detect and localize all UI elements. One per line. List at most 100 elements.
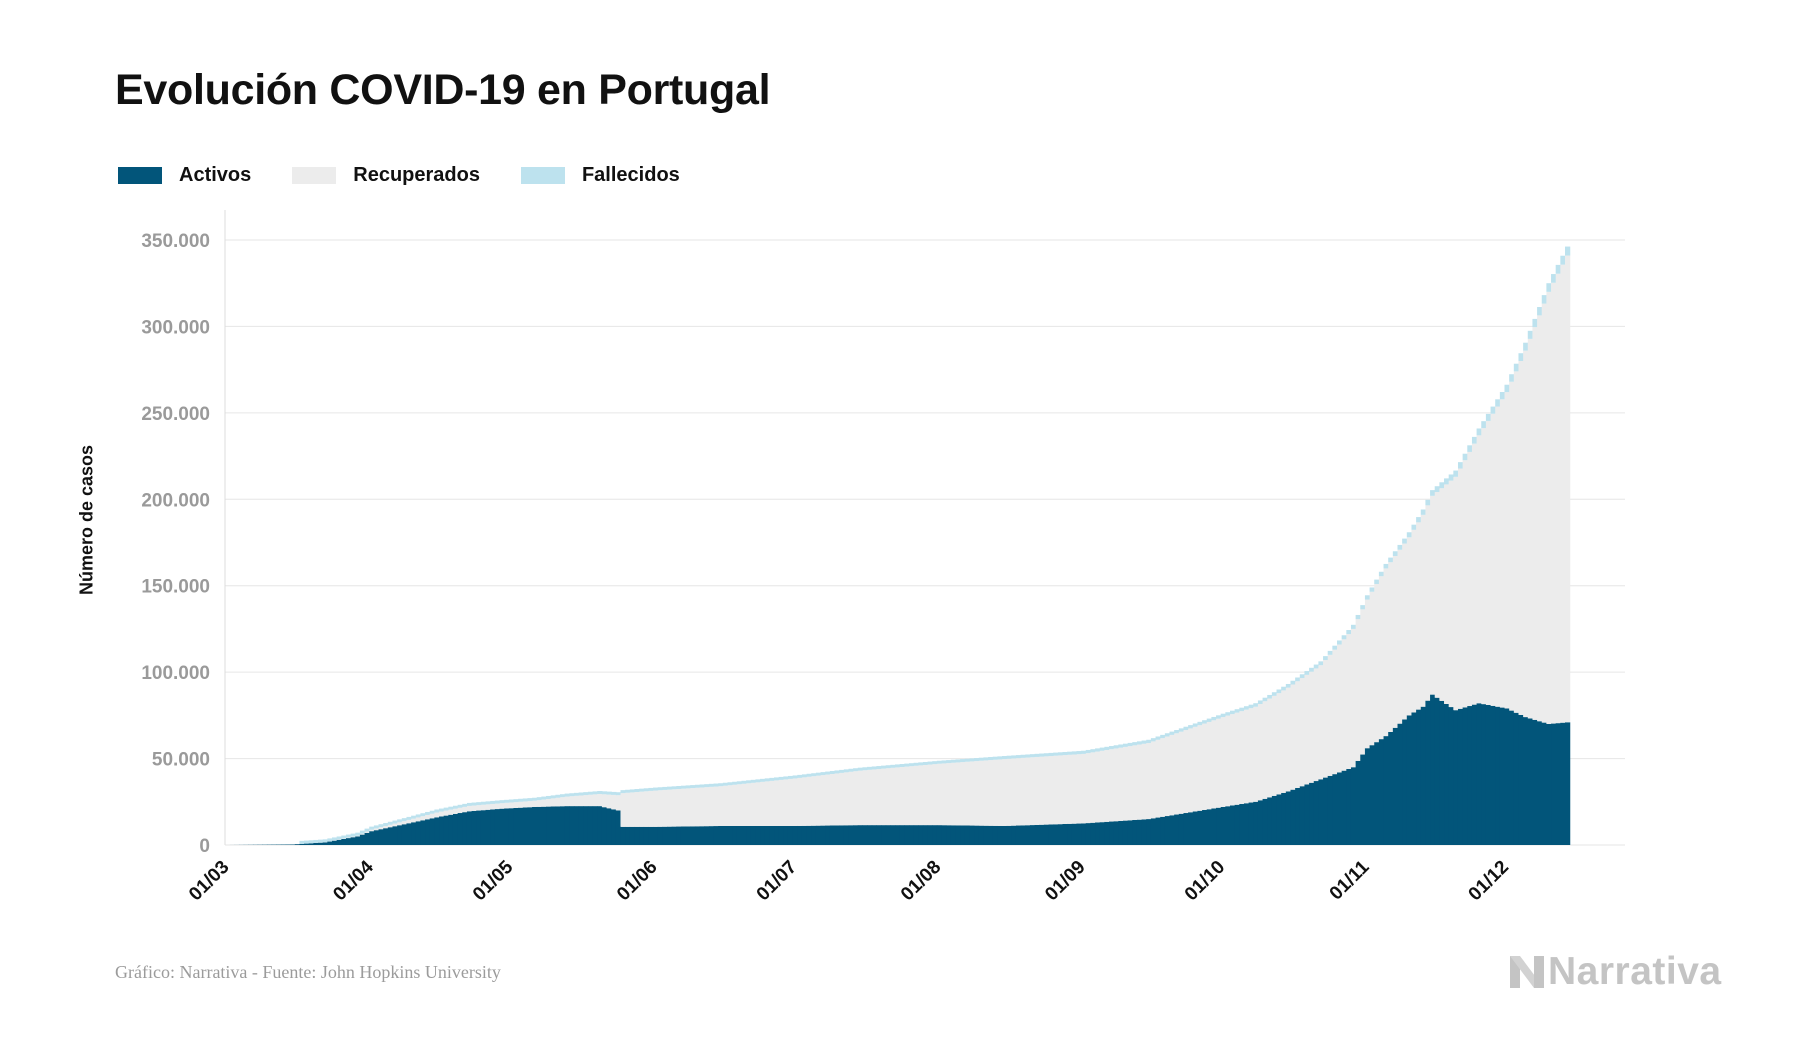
area-band-fallecidos	[1136, 741, 1143, 745]
area-band-activos	[1523, 717, 1529, 845]
area-band-fallecidos	[1230, 710, 1236, 715]
area-band-activos	[1402, 719, 1408, 845]
area-band-recuperados	[1081, 753, 1087, 824]
area-band-fallecidos	[1323, 656, 1329, 661]
area-band-activos	[1360, 754, 1366, 845]
area-band-fallecidos	[746, 780, 752, 784]
area-band-recuperados	[625, 792, 631, 827]
area-band-recuperados	[699, 787, 705, 827]
area-band-recuperados	[420, 816, 426, 821]
area-band-activos	[1136, 819, 1143, 845]
area-band-activos	[434, 817, 440, 845]
area-band-fallecidos	[471, 802, 477, 806]
area-band-fallecidos	[541, 796, 547, 800]
area-band-recuperados	[1518, 361, 1524, 715]
area-band-recuperados	[387, 824, 394, 828]
area-band-recuperados	[1132, 745, 1138, 820]
chart-legend: Activos Recuperados Fallecidos	[118, 164, 721, 187]
area-band-fallecidos	[1453, 470, 1459, 477]
area-band-activos	[1555, 723, 1561, 845]
area-band-activos	[448, 814, 454, 845]
area-band-activos	[1448, 707, 1454, 845]
area-band-fallecidos	[671, 786, 677, 790]
area-band-activos	[992, 825, 998, 845]
area-band-activos	[1304, 784, 1310, 845]
area-band-recuperados	[1420, 514, 1427, 707]
area-band-recuperados	[1169, 734, 1175, 816]
area-band-activos	[755, 825, 761, 845]
area-band-fallecidos	[806, 773, 812, 777]
area-band-activos	[1206, 809, 1212, 845]
area-band-activos	[983, 825, 989, 845]
area-band-recuperados	[1425, 505, 1431, 701]
area-band-activos	[439, 816, 445, 845]
area-band-fallecidos	[1164, 733, 1171, 737]
area-band-activos	[1383, 736, 1389, 845]
area-band-fallecidos	[1104, 746, 1110, 751]
area-band-activos	[932, 825, 938, 845]
area-band-recuperados	[1360, 609, 1366, 755]
area-band-activos	[895, 825, 901, 845]
area-band-activos	[1350, 767, 1357, 845]
area-band-fallecidos	[1346, 630, 1352, 635]
area-band-recuperados	[397, 822, 403, 826]
area-band-recuperados	[843, 772, 850, 826]
area-band-recuperados	[1015, 758, 1022, 826]
area-band-fallecidos	[1285, 683, 1292, 688]
area-band-fallecidos	[704, 784, 710, 788]
area-band-recuperados	[439, 811, 445, 817]
area-band-fallecidos	[1267, 694, 1273, 699]
area-band-recuperados	[680, 788, 687, 827]
area-band-activos	[1257, 800, 1264, 845]
area-band-fallecidos	[718, 783, 724, 787]
area-band-activos	[383, 828, 389, 845]
area-band-recuperados	[904, 766, 910, 826]
area-band-fallecidos	[1462, 453, 1468, 461]
area-band-recuperados	[1188, 728, 1194, 813]
area-band-recuperados	[401, 821, 408, 825]
area-band-recuperados	[373, 828, 380, 831]
area-band-fallecidos	[1243, 706, 1250, 710]
area-band-recuperados	[345, 837, 352, 839]
area-band-fallecidos	[499, 800, 505, 804]
area-band-activos	[699, 826, 705, 845]
area-band-activos	[332, 840, 338, 845]
area-band-activos	[1169, 815, 1175, 845]
area-band-recuperados	[480, 804, 487, 811]
area-band-recuperados	[1304, 674, 1310, 785]
area-band-activos	[1081, 823, 1087, 845]
area-band-fallecidos	[843, 769, 850, 773]
area-band-activos	[1262, 798, 1268, 845]
area-band-fallecidos	[1560, 255, 1566, 265]
area-band-fallecidos	[1090, 749, 1096, 753]
area-band-fallecidos	[964, 758, 971, 762]
area-band-recuperados	[462, 806, 468, 813]
area-band-fallecidos	[1174, 729, 1180, 734]
area-band-recuperados	[1090, 752, 1096, 823]
area-band-recuperados	[639, 791, 645, 827]
area-band-recuperados	[1499, 399, 1506, 708]
area-band-fallecidos	[946, 760, 952, 764]
area-band-fallecidos	[1160, 734, 1166, 739]
area-band-fallecidos	[1299, 674, 1306, 679]
area-band-activos	[1532, 719, 1538, 845]
area-band-activos	[1309, 782, 1315, 845]
area-band-fallecidos	[457, 804, 463, 808]
area-band-recuperados	[620, 793, 626, 827]
area-band-fallecidos	[639, 788, 645, 792]
area-band-activos	[876, 825, 882, 845]
area-band-recuperados	[601, 794, 608, 808]
area-band-recuperados	[1150, 741, 1157, 819]
area-band-activos	[1067, 823, 1073, 845]
area-band-activos	[1015, 825, 1022, 845]
area-band-recuperados	[452, 808, 459, 814]
area-band-recuperados	[485, 804, 491, 810]
area-band-fallecidos	[634, 789, 640, 793]
area-band-activos	[867, 825, 873, 845]
area-band-activos	[304, 843, 310, 845]
area-band-fallecidos	[415, 814, 422, 818]
area-band-fallecidos	[1048, 752, 1054, 757]
area-band-activos	[336, 839, 342, 845]
area-band-fallecidos	[1397, 544, 1403, 550]
